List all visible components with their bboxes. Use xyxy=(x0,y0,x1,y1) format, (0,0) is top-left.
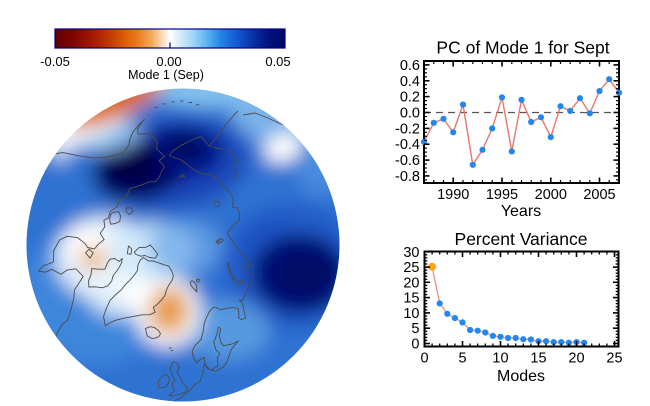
svg-text:-0.2: -0.2 xyxy=(395,121,420,137)
svg-text:-0.8: -0.8 xyxy=(395,169,420,185)
svg-text:Mode 1 (Sep): Mode 1 (Sep) xyxy=(128,68,204,82)
svg-text:20: 20 xyxy=(568,351,584,367)
svg-text:-0.05: -0.05 xyxy=(40,54,70,69)
svg-text:1995: 1995 xyxy=(486,187,518,203)
svg-text:0.0: 0.0 xyxy=(400,106,420,122)
svg-text:0.4: 0.4 xyxy=(400,74,420,90)
svg-text:5: 5 xyxy=(411,321,419,337)
svg-text:0.05: 0.05 xyxy=(265,54,290,69)
svg-text:25: 25 xyxy=(606,351,622,367)
svg-text:15: 15 xyxy=(403,291,419,307)
svg-text:2000: 2000 xyxy=(535,187,567,203)
svg-text:-0.6: -0.6 xyxy=(395,153,420,169)
svg-text:PC of Mode 1 for Sept: PC of Mode 1 for Sept xyxy=(436,38,609,58)
svg-text:Modes: Modes xyxy=(497,368,545,385)
svg-text:Years: Years xyxy=(501,203,541,220)
svg-text:25: 25 xyxy=(403,260,419,276)
svg-text:0.6: 0.6 xyxy=(400,58,420,74)
svg-text:30: 30 xyxy=(403,245,419,261)
svg-text:1990: 1990 xyxy=(437,187,469,203)
svg-text:0.2: 0.2 xyxy=(400,90,420,106)
svg-text:10: 10 xyxy=(403,306,419,322)
svg-text:0.00: 0.00 xyxy=(156,54,181,69)
svg-text:5: 5 xyxy=(458,351,466,367)
svg-text:Percent Variance: Percent Variance xyxy=(455,229,588,249)
svg-text:0: 0 xyxy=(420,351,428,367)
svg-text:20: 20 xyxy=(403,275,419,291)
svg-text:-0.4: -0.4 xyxy=(395,137,420,153)
svg-text:10: 10 xyxy=(492,351,508,367)
svg-text:15: 15 xyxy=(530,351,546,367)
svg-text:2005: 2005 xyxy=(583,187,615,203)
svg-text:0: 0 xyxy=(411,337,419,353)
